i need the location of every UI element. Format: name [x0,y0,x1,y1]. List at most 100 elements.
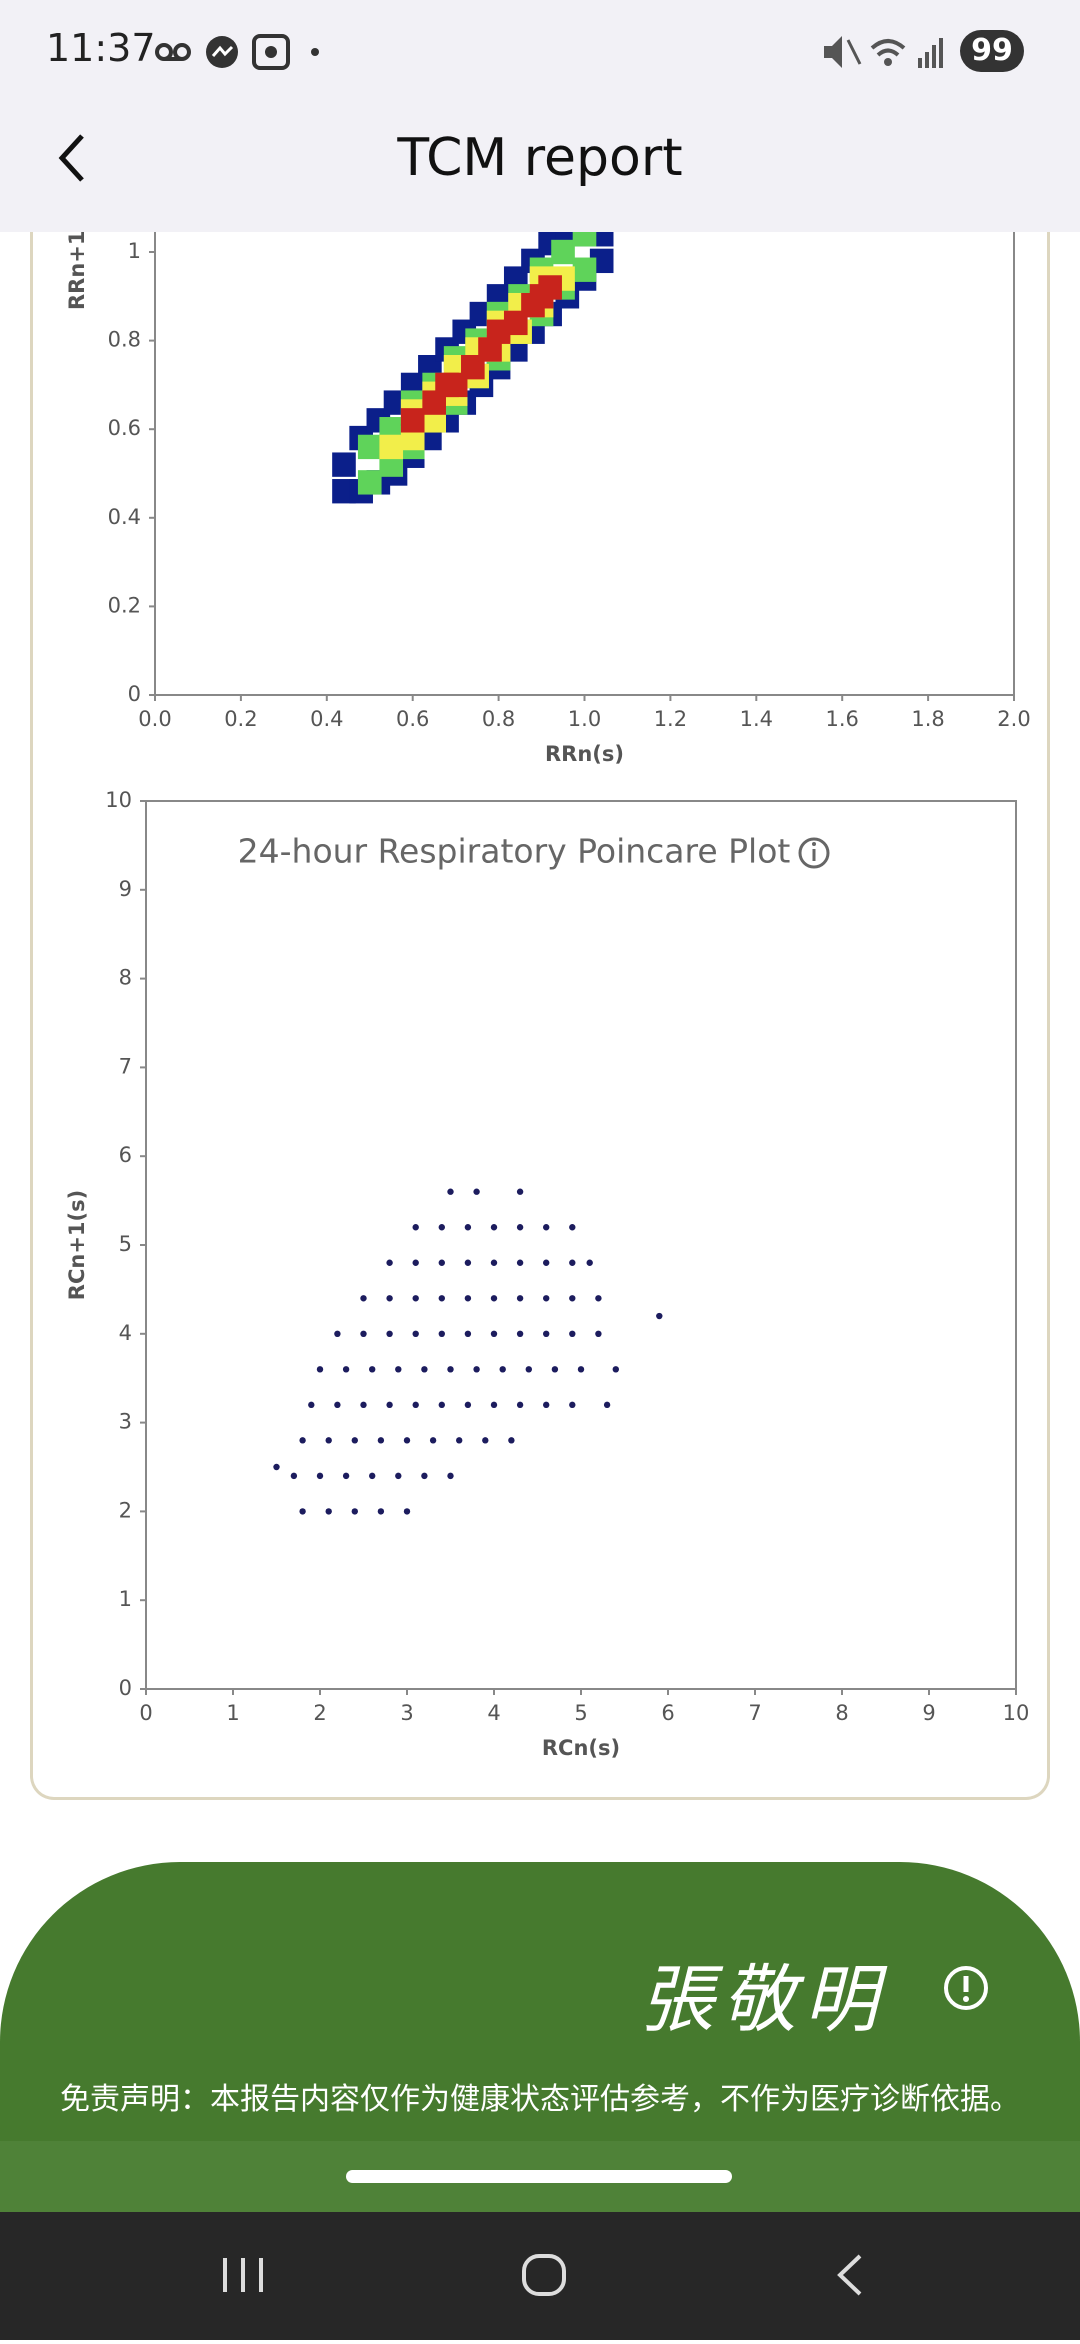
point [273,1463,280,1471]
battery-level: 99 [960,30,1024,72]
point [412,1259,419,1266]
point [577,1366,585,1373]
y-axis-label: RRn+1 [65,231,89,311]
point [403,1508,411,1515]
x-tick-label: 3 [400,1701,413,1725]
point [400,408,425,433]
point [377,1508,385,1515]
y-tick-label: 1 [119,1587,132,1611]
x-tick-label: 6 [661,1701,674,1725]
point [508,1437,515,1444]
point [551,239,575,265]
point [421,1472,428,1480]
back-nav[interactable] [837,2254,862,2296]
home-button[interactable] [522,2254,566,2296]
point [369,1472,376,1480]
x-tick-label: 1.2 [654,707,687,731]
point [351,1437,358,1444]
point [299,1437,306,1444]
nav-buttons [223,2254,862,2296]
info-icon[interactable] [798,837,830,869]
x-tick-label: 1.4 [740,707,773,731]
point [438,1330,445,1338]
point [360,1295,367,1302]
x-axis-label: RCn(s) [542,1736,620,1760]
point [543,1401,550,1409]
point [357,470,382,495]
point [360,1401,367,1409]
info-icon-dot [812,842,816,846]
y-tick-label: 0 [128,682,141,706]
point [490,1224,498,1231]
y-tick-label: 10 [105,788,132,812]
x-tick-label: 0.4 [310,707,343,731]
chart-title: 24-hour Respiratory Poincare Plot [238,832,791,871]
point [572,257,597,282]
point [464,1401,472,1409]
y-tick-label: 0.6 [108,416,141,440]
point [438,1259,445,1266]
point [438,1295,445,1302]
x-tick-label: 9 [922,1701,935,1725]
point [386,1295,393,1302]
y-tick-label: 0.8 [108,328,141,352]
point [438,1224,445,1231]
point [516,1259,524,1266]
point [412,1295,419,1302]
x-tick-label: 7 [748,1701,761,1725]
point [543,1259,550,1266]
info-icon[interactable] [942,1964,990,2012]
point [569,1259,576,1266]
point [543,1330,550,1338]
point [595,1295,602,1302]
point [360,1330,367,1338]
x-tick-label: 8 [835,1701,848,1725]
point [447,1366,454,1373]
point [412,1224,419,1231]
charts: 0.0 0.2 0.4 0.6 0.8 1.0 1.2 1.4 1.6 1.8 2.0 0 0.2 0.4… [65,0,1031,1760]
point [473,1366,480,1373]
point [473,1188,480,1195]
x-tick-label: 2.0 [997,707,1030,731]
x-tick-label: 1.0 [568,707,601,731]
x-tick-label: 2 [313,1701,326,1725]
y-tick-label: 6 [119,1143,132,1167]
x-axis-label: RRn(s) [545,742,624,766]
y-axis-label: RCn+1(s) [65,1190,89,1300]
status-icons [155,34,319,70]
point [369,1366,376,1373]
point [543,1295,550,1302]
x-tick-label: 1 [226,1701,239,1725]
y-tick-label: 4 [119,1321,132,1345]
recent-apps[interactable] [223,2258,263,2292]
point [516,1330,524,1338]
point [551,1366,559,1373]
point [490,1259,498,1266]
y-tick-label: 5 [119,1232,132,1256]
home-indicator [346,2170,732,2183]
point [482,1437,489,1444]
back-button[interactable] [52,130,92,186]
point [357,434,382,460]
point [464,1224,472,1231]
y-tick-label: 0.4 [108,505,141,529]
point [334,1330,341,1338]
point [569,1224,576,1231]
point [290,1472,298,1480]
y-tick-label: 3 [119,1410,132,1434]
point [569,1330,576,1338]
x-tick-label: 0.8 [482,707,515,731]
point [516,1188,524,1195]
point [334,1401,341,1409]
point [386,1401,393,1409]
point [595,1330,602,1338]
point [316,1472,324,1480]
point [516,1401,524,1409]
point [569,1401,576,1409]
top-bar: 11:37 99 TCM report [0,0,1080,232]
nav-bar [0,2212,1080,2340]
point [412,1330,419,1338]
x-tick-label: 0.2 [224,707,257,731]
point [429,1437,437,1444]
